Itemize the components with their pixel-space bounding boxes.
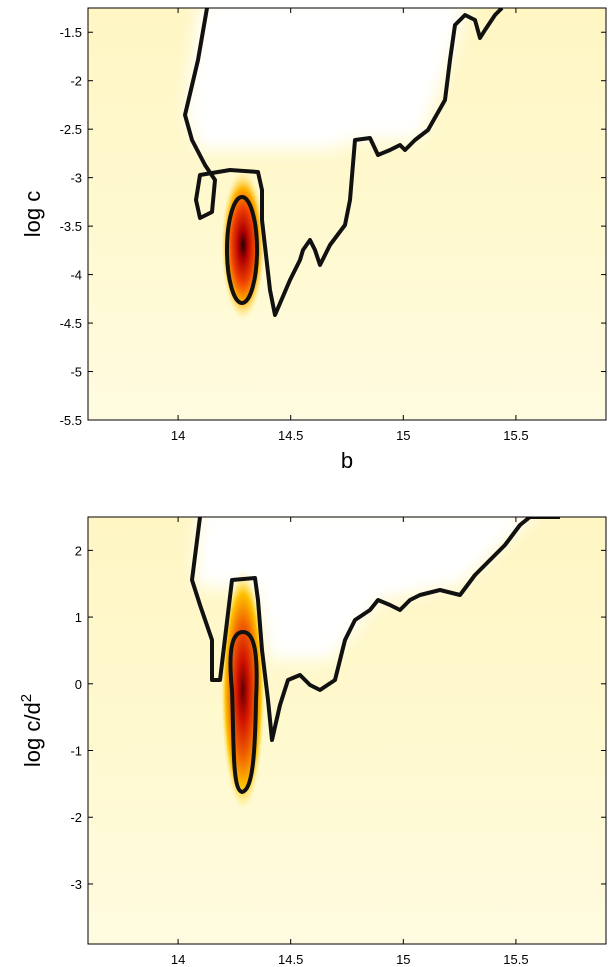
y-tick-label: -1.5 bbox=[60, 25, 82, 40]
y-tick-label: -2.5 bbox=[60, 122, 82, 137]
y-tick-label: -2 bbox=[70, 810, 82, 825]
y-tick-label: -3 bbox=[70, 877, 82, 892]
heatmap-bottom bbox=[88, 517, 606, 944]
y-axis-label-superscript: 2 bbox=[18, 694, 35, 702]
x-tick-label: 14 bbox=[171, 428, 185, 443]
x-tick-label: 15 bbox=[396, 428, 410, 443]
x-axis-label: b bbox=[341, 448, 353, 473]
y-tick-label: -4 bbox=[70, 268, 82, 283]
y-tick-label: 2 bbox=[75, 543, 82, 558]
x-tick-label: 15.5 bbox=[503, 952, 528, 967]
x-tick-label: 15.5 bbox=[503, 428, 528, 443]
y-tick-label: -2 bbox=[70, 74, 82, 89]
heatmap-top bbox=[88, 8, 606, 420]
x-tick-label: 14.5 bbox=[278, 952, 303, 967]
y-axis-label: log c bbox=[20, 191, 45, 237]
y-axis-label-text: log c/d bbox=[20, 702, 45, 767]
x-tick-label: 14 bbox=[171, 952, 185, 967]
y-tick-label: -3.5 bbox=[60, 219, 82, 234]
y-axis-label-text: log c bbox=[20, 191, 45, 237]
y-tick-label: -1 bbox=[70, 744, 82, 759]
axes-box bbox=[87, 516, 607, 945]
y-tick-label: -5 bbox=[70, 365, 82, 380]
x-tick-label: 15 bbox=[396, 952, 410, 967]
x-tick-label: 14.5 bbox=[278, 428, 303, 443]
axes-box bbox=[87, 7, 607, 421]
y-tick-label: 1 bbox=[75, 610, 82, 625]
y-tick-label: 0 bbox=[75, 677, 82, 692]
y-axis-label: log c/d2 bbox=[18, 694, 45, 767]
y-tick-label: -4.5 bbox=[60, 316, 82, 331]
y-tick-label: -3 bbox=[70, 171, 82, 186]
y-tick-label: -5.5 bbox=[60, 413, 82, 428]
